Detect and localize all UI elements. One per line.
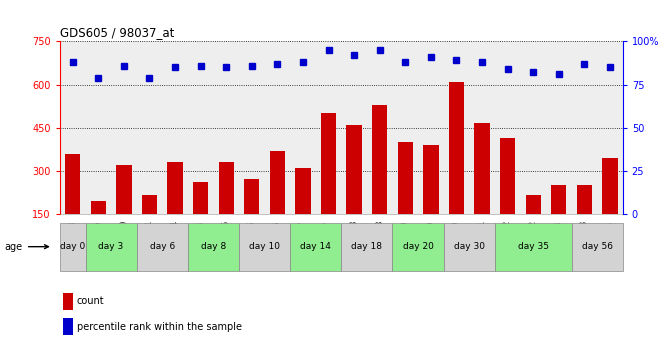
Bar	[91, 201, 106, 257]
Bar	[65, 154, 81, 257]
Bar	[85, 223, 137, 271]
Text: day 18: day 18	[352, 242, 382, 251]
Bar	[193, 182, 208, 257]
Text: day 30: day 30	[454, 242, 485, 251]
Bar	[117, 165, 132, 257]
Bar	[342, 223, 392, 271]
Bar	[577, 185, 592, 257]
Text: day 20: day 20	[403, 242, 434, 251]
Bar	[218, 162, 234, 257]
Bar	[321, 113, 336, 257]
Bar	[398, 142, 413, 257]
Text: day 8: day 8	[200, 242, 226, 251]
Bar	[63, 318, 73, 335]
Text: day 6: day 6	[150, 242, 175, 251]
Bar	[63, 293, 73, 309]
Bar	[188, 223, 239, 271]
Bar	[244, 179, 260, 257]
Text: age: age	[5, 242, 49, 252]
Bar	[551, 185, 566, 257]
Text: day 14: day 14	[300, 242, 331, 251]
Bar	[444, 223, 495, 271]
Bar	[423, 145, 438, 257]
Bar	[137, 223, 188, 271]
Bar	[142, 195, 157, 257]
Bar	[346, 125, 362, 257]
Text: day 56: day 56	[581, 242, 613, 251]
Bar	[295, 168, 310, 257]
Bar	[290, 223, 342, 271]
Text: day 0: day 0	[60, 242, 85, 251]
Text: GDS605 / 98037_at: GDS605 / 98037_at	[60, 26, 174, 39]
Bar	[167, 162, 182, 257]
Bar	[495, 223, 571, 271]
Bar	[602, 158, 617, 257]
Bar	[525, 195, 541, 257]
Text: count: count	[77, 296, 105, 306]
Bar	[500, 138, 515, 257]
Text: day 10: day 10	[249, 242, 280, 251]
Text: day 35: day 35	[517, 242, 549, 251]
Text: percentile rank within the sample: percentile rank within the sample	[77, 322, 242, 332]
Text: day 3: day 3	[99, 242, 124, 251]
Bar	[270, 151, 285, 257]
Bar	[392, 223, 444, 271]
Bar	[449, 82, 464, 257]
Bar	[372, 105, 388, 257]
Bar	[239, 223, 290, 271]
Bar	[571, 223, 623, 271]
Bar	[474, 123, 490, 257]
Bar	[60, 223, 85, 271]
